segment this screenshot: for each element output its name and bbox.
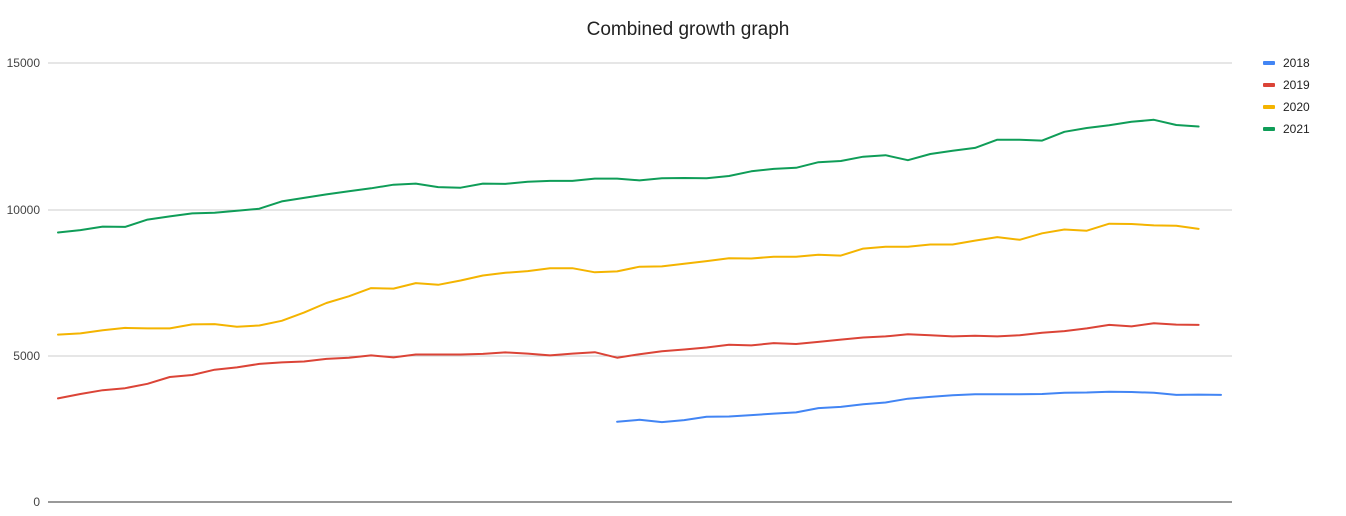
series-line-2019[interactable] bbox=[57, 322, 1200, 400]
legend-swatch bbox=[1263, 127, 1275, 131]
y-tick-label: 0 bbox=[33, 495, 40, 509]
legend-label: 2018 bbox=[1283, 56, 1310, 70]
y-axis-ticks: 15000 10000 5000 0 bbox=[7, 56, 41, 509]
y-tick-label: 10000 bbox=[7, 203, 41, 217]
series-line-2018[interactable] bbox=[616, 390, 1222, 424]
legend-item-2019[interactable]: 2019 bbox=[1263, 78, 1310, 92]
legend-swatch bbox=[1263, 83, 1275, 87]
gridlines bbox=[48, 62, 1232, 503]
legend: 2018 2019 2020 2021 bbox=[1263, 56, 1310, 136]
y-tick-label: 15000 bbox=[7, 56, 41, 70]
series-line-2020[interactable] bbox=[57, 222, 1200, 336]
legend-item-2021[interactable]: 2021 bbox=[1263, 122, 1310, 136]
legend-label: 2021 bbox=[1283, 122, 1310, 136]
y-tick-label: 5000 bbox=[13, 349, 40, 363]
chart-title: Combined growth graph bbox=[587, 19, 790, 40]
legend-item-2020[interactable]: 2020 bbox=[1263, 100, 1310, 114]
legend-item-2018[interactable]: 2018 bbox=[1263, 56, 1310, 70]
series-layer bbox=[57, 118, 1222, 424]
legend-label: 2019 bbox=[1283, 78, 1310, 92]
series-line-2021[interactable] bbox=[57, 118, 1200, 234]
legend-swatch bbox=[1263, 105, 1275, 109]
legend-swatch bbox=[1263, 61, 1275, 65]
legend-label: 2020 bbox=[1283, 100, 1310, 114]
